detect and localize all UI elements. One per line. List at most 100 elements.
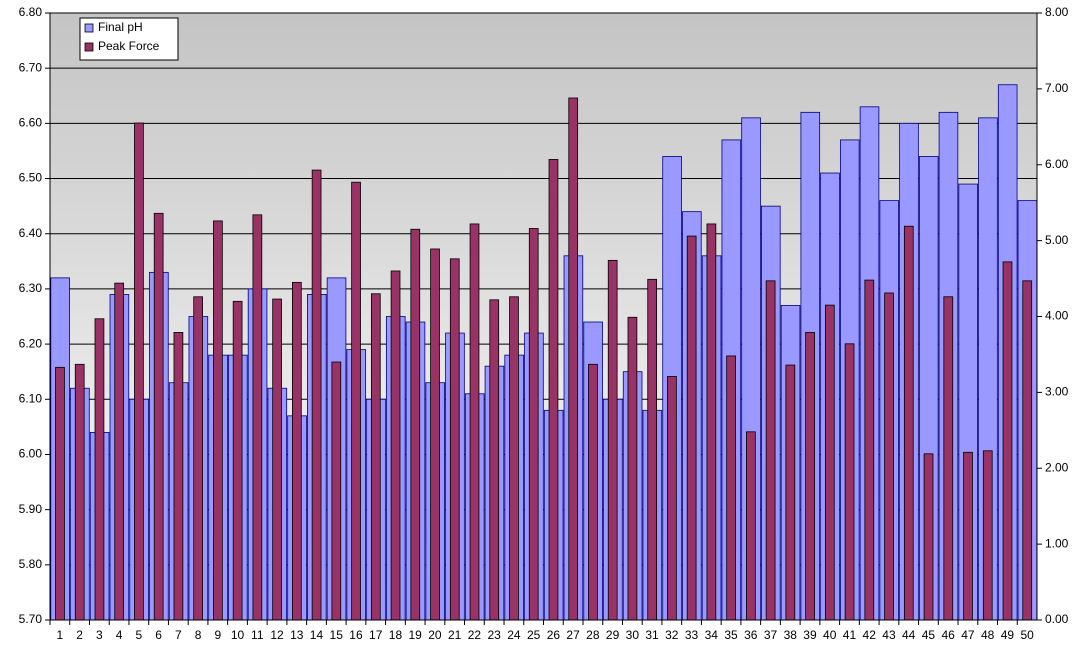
- x-tick-label: 1: [57, 628, 64, 642]
- x-tick-label: 28: [586, 628, 600, 642]
- y-tick-label: 6.40: [19, 226, 43, 240]
- y-tick-label: 5.90: [19, 502, 43, 516]
- x-tick-label: 10: [231, 628, 245, 642]
- x-tick-label: 4: [116, 628, 123, 642]
- y-tick-label: 6.10: [19, 391, 43, 405]
- x-tick-label: 17: [369, 628, 383, 642]
- y2-tick-label: 5.00: [1045, 233, 1069, 247]
- y-tick-label: 6.00: [19, 447, 43, 461]
- x-tick-label: 8: [195, 628, 202, 642]
- x-tick-label: 36: [744, 628, 758, 642]
- bar: [765, 280, 776, 621]
- bar: [252, 214, 263, 621]
- x-tick-label: 22: [468, 628, 482, 642]
- x-tick-label: 2: [76, 628, 83, 642]
- y-tick-label: 5.70: [19, 612, 43, 626]
- bar: [943, 296, 954, 621]
- x-tick-label: 18: [389, 628, 403, 642]
- x-tick-label: 45: [922, 628, 936, 642]
- x-tick-label: 23: [487, 628, 501, 642]
- legend-swatch: [84, 23, 94, 33]
- y2-tick-label: 7.00: [1045, 81, 1069, 95]
- bar: [469, 223, 480, 621]
- bar: [193, 296, 203, 621]
- bar: [173, 332, 184, 621]
- x-tick-label: 44: [902, 628, 916, 642]
- x-tick-label: 19: [409, 628, 423, 642]
- bar: [923, 453, 934, 621]
- legend-swatch: [84, 42, 94, 52]
- y2-tick-label: 1.00: [1045, 536, 1069, 550]
- bar: [94, 318, 105, 621]
- bar: [963, 451, 973, 621]
- bar: [1022, 280, 1033, 621]
- y-tick-label: 6.80: [19, 5, 43, 19]
- x-tick-label: 43: [882, 628, 896, 642]
- x-tick-label: 47: [961, 628, 975, 642]
- bar: [410, 228, 421, 621]
- x-tick-label: 50: [1020, 628, 1034, 642]
- x-tick-label: 38: [784, 628, 798, 642]
- x-tick-label: 48: [981, 628, 995, 642]
- bar: [864, 279, 875, 621]
- y-tick-label: 5.80: [19, 557, 43, 571]
- x-tick-label: 39: [803, 628, 817, 642]
- x-tick-label: 35: [724, 628, 738, 642]
- bar: [528, 228, 539, 621]
- legend-label: Final pH: [98, 20, 143, 34]
- x-tick-label: 13: [290, 628, 304, 642]
- x-tick-label: 29: [606, 628, 620, 642]
- bar: [607, 259, 618, 621]
- x-tick-label: 49: [1001, 628, 1015, 642]
- y-tick-label: 6.20: [19, 336, 43, 350]
- x-tick-label: 5: [135, 628, 142, 642]
- bar: [114, 282, 125, 621]
- legend-label: Peak Force: [98, 39, 160, 53]
- y2-tick-label: 4.00: [1045, 309, 1069, 323]
- bar: [884, 292, 894, 621]
- x-tick-label: 27: [566, 628, 580, 642]
- y2-tick-label: 3.00: [1045, 385, 1069, 399]
- bar: [153, 212, 164, 621]
- bar: [134, 122, 144, 621]
- y2-tick-label: 2.00: [1045, 460, 1069, 474]
- x-tick-label: 11: [251, 628, 264, 642]
- bar: [55, 366, 65, 621]
- y-tick-label: 6.50: [19, 171, 43, 185]
- bar: [509, 296, 519, 621]
- x-tick-label: 34: [705, 628, 719, 642]
- bar: [568, 97, 579, 621]
- bar: [272, 298, 282, 621]
- bar: [292, 281, 302, 621]
- y-tick-label: 6.30: [19, 281, 43, 295]
- x-tick-label: 15: [330, 628, 344, 642]
- bar: [311, 169, 322, 621]
- x-tick-label: 31: [645, 628, 659, 642]
- bar: [390, 270, 401, 621]
- bar: [74, 363, 85, 621]
- bar: [351, 181, 361, 621]
- bar: [785, 364, 796, 621]
- bar: [213, 220, 223, 621]
- y-tick-label: 6.70: [19, 60, 43, 74]
- x-tick-label: 24: [507, 628, 521, 642]
- x-tick-label: 12: [270, 628, 284, 642]
- bar: [647, 278, 658, 621]
- y2-tick-label: 8.00: [1045, 5, 1069, 19]
- bar: [1002, 261, 1013, 621]
- legend-box: [79, 17, 179, 61]
- x-tick-label: 42: [863, 628, 877, 642]
- x-tick-label: 3: [96, 628, 103, 642]
- x-tick-label: 33: [685, 628, 699, 642]
- bar: [686, 235, 697, 621]
- x-tick-label: 37: [764, 628, 778, 642]
- bar: [903, 225, 914, 621]
- bar: [627, 316, 638, 621]
- bar: [667, 376, 677, 621]
- bar: [706, 223, 717, 621]
- x-tick-label: 32: [665, 628, 679, 642]
- x-tick-label: 14: [310, 628, 324, 642]
- x-tick-label: 7: [175, 628, 182, 642]
- x-tick-label: 30: [626, 628, 640, 642]
